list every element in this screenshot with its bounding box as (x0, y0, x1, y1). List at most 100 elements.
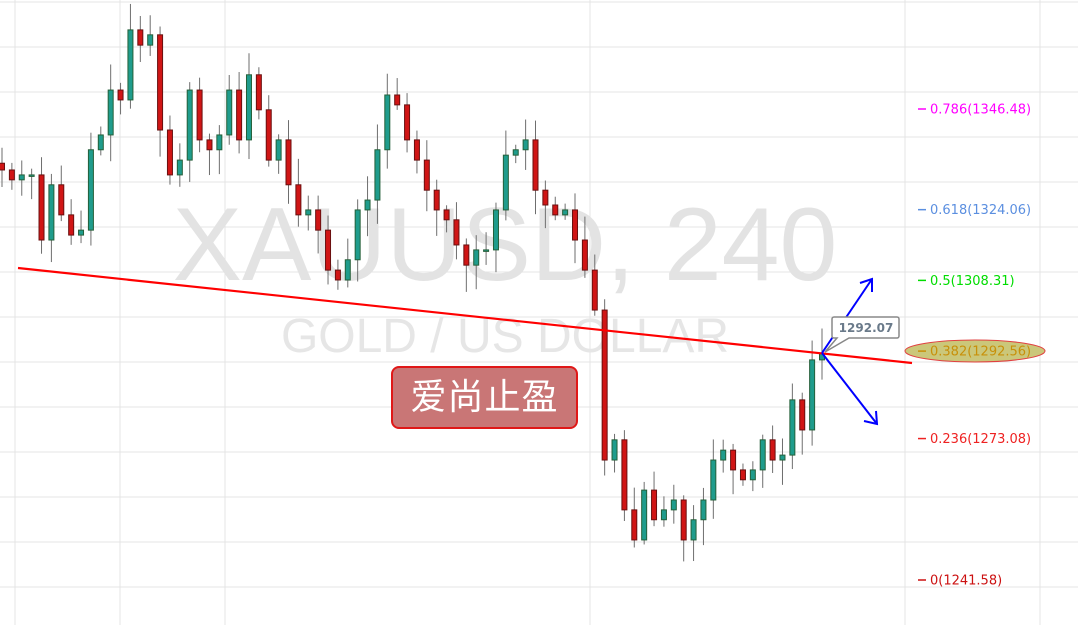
arrow-down-icon[interactable] (821, 352, 879, 426)
candle (364, 176, 371, 237)
trendline[interactable] (17, 266, 913, 365)
candle-body (433, 189, 440, 211)
candle (690, 505, 697, 562)
fib-label: 0.786(1346.48) (930, 102, 1031, 117)
candle (651, 471, 658, 527)
candle-body (265, 109, 272, 161)
candle-body (532, 139, 539, 191)
candle-body (8, 169, 15, 181)
candle (591, 254, 598, 316)
candle-body (48, 184, 55, 241)
candle-body (354, 209, 361, 261)
candle (443, 205, 450, 233)
candle (196, 77, 203, 153)
candle (601, 299, 608, 476)
candles (0, 3, 825, 562)
candle (38, 157, 45, 254)
candle (572, 193, 579, 264)
candle (779, 438, 786, 485)
candle (799, 392, 806, 455)
candle (87, 132, 94, 246)
candle-body (720, 449, 727, 461)
candle (394, 78, 401, 110)
candle (413, 130, 420, 174)
arrow-up-icon[interactable] (821, 277, 873, 354)
candle (374, 124, 381, 224)
candle (166, 115, 173, 185)
candle (78, 210, 85, 244)
candle-body (344, 259, 351, 281)
candle-body (512, 149, 519, 156)
candle (522, 119, 529, 170)
fib-label: 0(1241.58) (930, 574, 1002, 589)
candle (107, 64, 114, 162)
candle (68, 199, 75, 245)
candle (631, 487, 638, 548)
candle-body (621, 439, 628, 511)
candle-body (325, 229, 332, 271)
candle (325, 215, 332, 285)
candle-body (255, 74, 262, 111)
candle-body (117, 89, 124, 101)
candle (206, 133, 213, 176)
candle-body (423, 159, 430, 191)
candle (473, 235, 480, 290)
candle (463, 238, 470, 292)
candle-body (670, 499, 677, 511)
candle-body (137, 29, 144, 46)
candle-body (295, 184, 302, 216)
candle (789, 383, 796, 470)
candle (433, 179, 440, 236)
candle-body (809, 359, 816, 431)
candle (720, 439, 727, 473)
candle-body (443, 209, 450, 221)
candle (700, 487, 707, 546)
candle-body (739, 469, 746, 481)
candle-body (315, 209, 322, 231)
candle (315, 195, 322, 254)
candle (58, 165, 65, 222)
candle-body (591, 269, 598, 311)
candle-body (127, 29, 134, 101)
candle (660, 496, 667, 527)
candle-body (68, 214, 75, 236)
candle-body (334, 269, 341, 281)
candle-body (799, 399, 806, 431)
candle (492, 202, 499, 273)
candle-body (384, 94, 391, 151)
candle (759, 434, 766, 488)
candle-body (502, 154, 509, 211)
fib-label: 0.618(1324.06) (930, 203, 1031, 218)
candle-body (394, 94, 401, 106)
candle-body (730, 449, 737, 471)
candle-body (404, 104, 411, 141)
candle (226, 74, 233, 145)
candle-body (285, 139, 292, 186)
candle-body (97, 134, 104, 151)
candle (680, 495, 687, 562)
candle-body (690, 519, 697, 541)
candle-body (463, 244, 470, 266)
candle-body (206, 139, 213, 151)
candle (295, 158, 302, 227)
candle-body (522, 139, 529, 151)
candle (216, 125, 223, 175)
candle (334, 259, 341, 290)
candle (581, 216, 588, 278)
fib-label: 0.382(1292.56) (930, 345, 1031, 360)
candle-body (641, 489, 648, 541)
candle (710, 439, 717, 519)
candle-body (364, 199, 371, 211)
candle (265, 95, 272, 167)
candle (621, 430, 628, 522)
candle (48, 173, 55, 263)
candle (117, 82, 124, 115)
candle (97, 126, 104, 156)
candle (344, 238, 351, 288)
candle-body (166, 129, 173, 176)
candle (611, 433, 618, 473)
candle-body (38, 174, 45, 241)
candle (28, 168, 35, 200)
candle (404, 93, 411, 153)
candle-body (473, 249, 480, 266)
